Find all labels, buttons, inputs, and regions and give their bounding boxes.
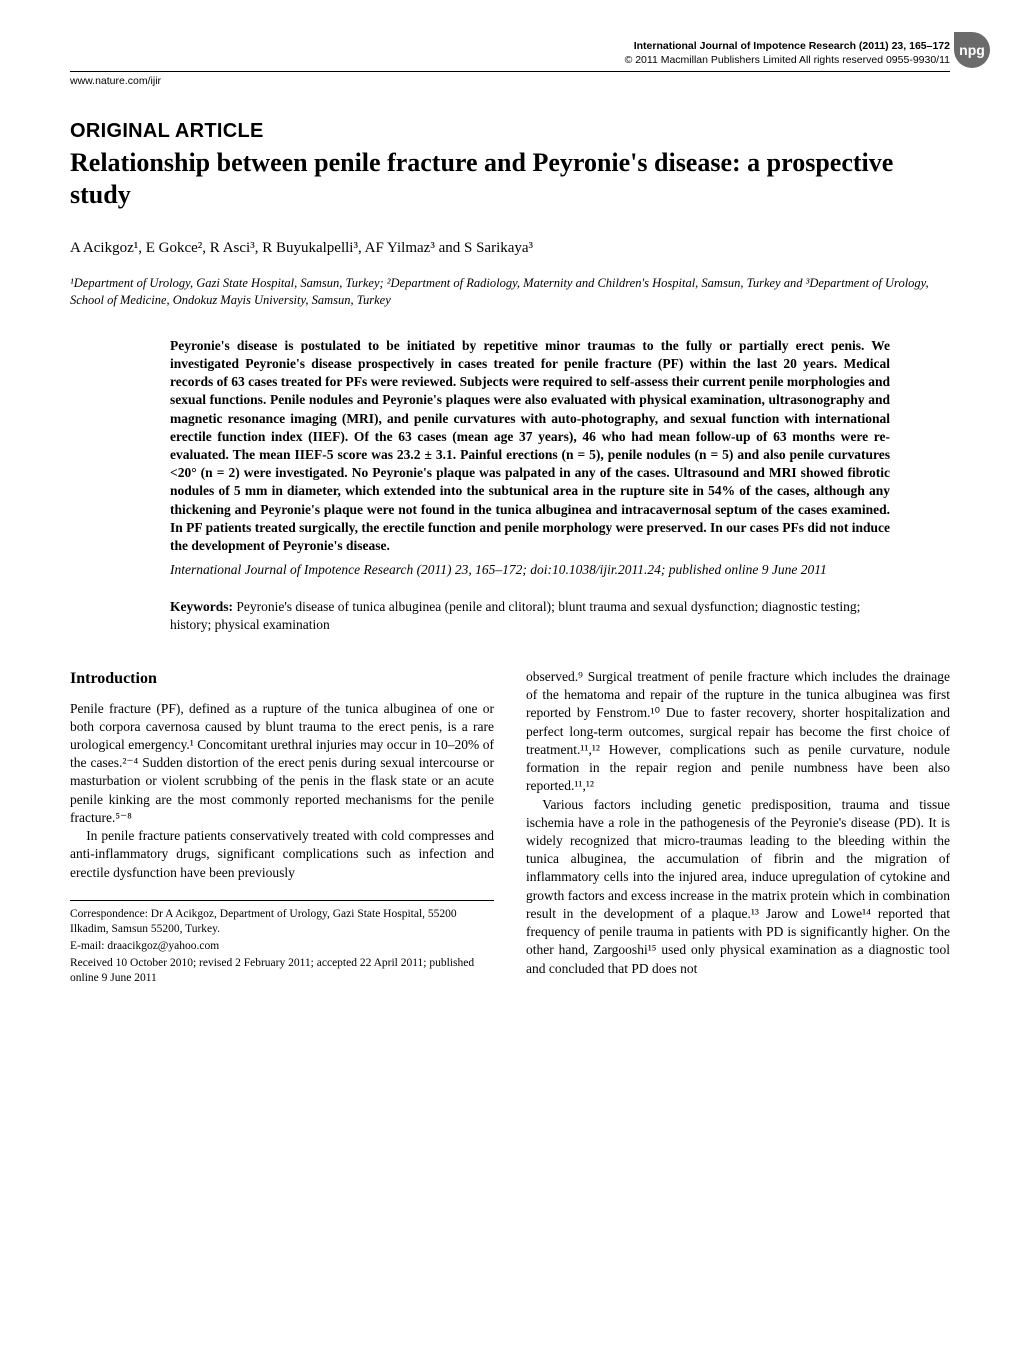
journal-url: www.nature.com/ijir bbox=[70, 74, 950, 89]
journal-title-line: International Journal of Impotence Resea… bbox=[70, 40, 950, 54]
column-left: Introduction Penile fracture (PF), defin… bbox=[70, 668, 494, 987]
abstract-citation: International Journal of Impotence Resea… bbox=[170, 561, 890, 579]
abstract-keywords: Keywords: Peyronie's disease of tunica a… bbox=[170, 598, 890, 634]
header-rule bbox=[70, 71, 950, 72]
intro-paragraph-1: Penile fracture (PF), defined as a ruptu… bbox=[70, 700, 494, 828]
footnote-received: Received 10 October 2010; revised 2 Febr… bbox=[70, 956, 494, 986]
keywords-label: Keywords: bbox=[170, 599, 233, 614]
intro-paragraph-2: In penile fracture patients conservative… bbox=[70, 827, 494, 882]
abstract-block: Peyronie's disease is postulated to be i… bbox=[170, 337, 890, 634]
footnotes: Correspondence: Dr A Acikgoz, Department… bbox=[70, 907, 494, 986]
footnote-email: E-mail: draacikgoz@yahoo.com bbox=[70, 939, 494, 954]
authors: A Acikgoz¹, E Gokce², R Asci³, R Buyukal… bbox=[70, 238, 950, 259]
abstract-text: Peyronie's disease is postulated to be i… bbox=[170, 337, 890, 556]
article-title: Relationship between penile fracture and… bbox=[70, 147, 950, 212]
section-heading-introduction: Introduction bbox=[70, 668, 494, 690]
intro-paragraph-3: observed.⁹ Surgical treatment of penile … bbox=[526, 668, 950, 796]
intro-paragraph-4: Various factors including genetic predis… bbox=[526, 796, 950, 978]
footnote-rule bbox=[70, 900, 494, 901]
column-right: observed.⁹ Surgical treatment of penile … bbox=[526, 668, 950, 987]
journal-header: International Journal of Impotence Resea… bbox=[70, 40, 950, 67]
keywords-text: Peyronie's disease of tunica albuginea (… bbox=[170, 599, 860, 632]
publisher-badge: npg bbox=[954, 32, 990, 68]
affiliations: ¹Department of Urology, Gazi State Hospi… bbox=[70, 275, 950, 309]
footnote-correspondence: Correspondence: Dr A Acikgoz, Department… bbox=[70, 907, 494, 937]
article-type: ORIGINAL ARTICLE bbox=[70, 117, 950, 145]
journal-copyright: © 2011 Macmillan Publishers Limited All … bbox=[70, 54, 950, 68]
body-columns: Introduction Penile fracture (PF), defin… bbox=[70, 668, 950, 987]
